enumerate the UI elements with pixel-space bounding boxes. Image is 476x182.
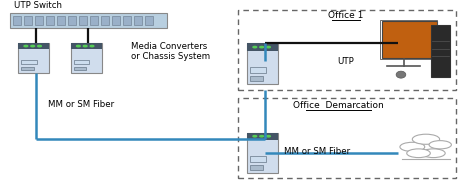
Bar [13,16,21,25]
Bar [112,16,119,25]
Bar [249,67,265,73]
Bar [68,16,76,25]
Bar [123,16,130,25]
Bar [247,43,278,84]
Circle shape [24,45,28,47]
Bar [247,43,278,51]
Circle shape [399,142,424,151]
Circle shape [406,149,429,158]
Bar [101,16,109,25]
Text: MM or SM Fiber: MM or SM Fiber [48,100,114,109]
Text: UTP Switch: UTP Switch [14,1,62,10]
Text: Office 1: Office 1 [327,11,363,20]
Text: Office  Demarcation: Office Demarcation [293,101,383,110]
Bar [70,43,101,73]
Text: Media Converters
or Chassis System: Media Converters or Chassis System [131,42,210,61]
Bar [73,67,86,70]
FancyBboxPatch shape [381,21,436,58]
Bar [73,60,89,64]
Circle shape [38,45,41,47]
Bar [18,43,49,49]
Bar [79,16,87,25]
Bar [46,16,54,25]
Text: UTP: UTP [337,58,354,66]
Bar [247,132,278,140]
Circle shape [76,45,80,47]
Bar [249,156,265,162]
Bar [57,16,65,25]
Circle shape [31,45,34,47]
Text: Internet: Internet [409,150,443,159]
Bar [18,43,49,73]
Circle shape [252,136,256,137]
Circle shape [252,46,256,48]
Circle shape [421,149,444,158]
Text: MM or SM Fiber: MM or SM Fiber [284,147,349,157]
Ellipse shape [395,71,405,78]
FancyBboxPatch shape [10,13,167,27]
Bar [247,132,278,173]
FancyBboxPatch shape [430,25,449,77]
Bar [145,16,152,25]
Circle shape [83,45,87,47]
Circle shape [259,46,263,48]
Circle shape [266,46,270,48]
Bar [35,16,43,25]
Bar [21,67,34,70]
Bar [134,16,141,25]
Bar [249,165,262,170]
Bar [24,16,32,25]
Circle shape [259,136,263,137]
Bar [70,43,101,49]
Bar [21,60,37,64]
Circle shape [428,141,450,149]
Bar [249,76,262,81]
Circle shape [266,136,270,137]
Bar [400,143,450,160]
Bar [90,16,98,25]
Circle shape [411,134,439,144]
Circle shape [90,45,94,47]
